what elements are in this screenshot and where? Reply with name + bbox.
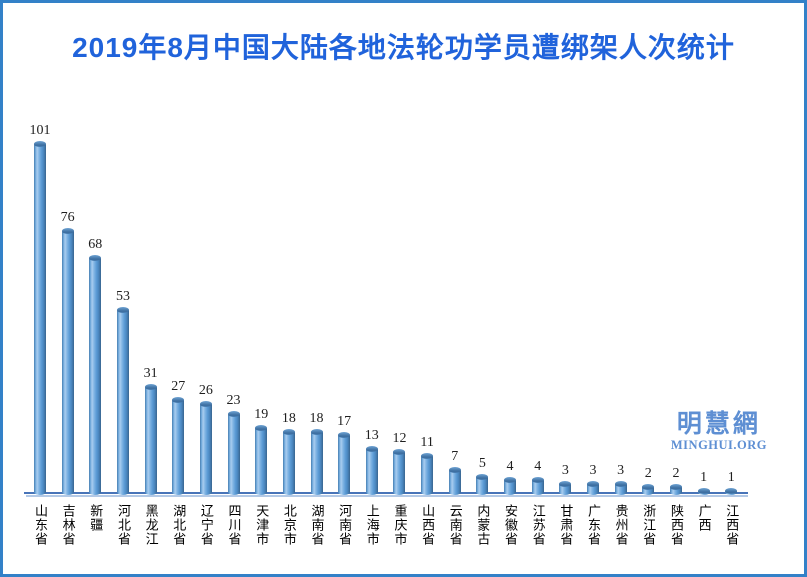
category-label-山东省: 山东省 xyxy=(33,504,48,546)
bar-内蒙古 xyxy=(476,474,489,495)
value-label: 76 xyxy=(60,210,75,225)
category-label-陕西省: 陕西省 xyxy=(668,504,684,546)
value-label: 5 xyxy=(478,456,486,471)
category-label-河南省: 河南省 xyxy=(337,504,353,546)
value-label: 101 xyxy=(29,123,51,138)
bar-广西 xyxy=(697,488,710,495)
bar-陕西省 xyxy=(669,484,682,495)
value-label: 3 xyxy=(617,463,625,478)
minghui-watermark: 明慧網 MINGHUI.ORG xyxy=(671,410,767,452)
bar-吉林省 xyxy=(61,228,74,495)
bar-贵州省 xyxy=(614,481,627,495)
category-label-四川省: 四川省 xyxy=(226,504,242,546)
category-label-广西: 广西 xyxy=(696,504,712,532)
bar-山西省 xyxy=(421,453,434,495)
value-label: 11 xyxy=(420,435,434,450)
value-label: 4 xyxy=(506,459,514,474)
bar-河北省 xyxy=(116,307,129,495)
value-label: 18 xyxy=(281,411,296,426)
bar-山东省 xyxy=(34,141,46,495)
category-label-浙江省: 浙江省 xyxy=(641,504,657,546)
category-label-湖南省: 湖南省 xyxy=(309,504,325,546)
value-label: 53 xyxy=(115,289,130,304)
bar-北京市 xyxy=(282,429,295,495)
bar-湖南省 xyxy=(310,429,323,495)
chart-title: 2019年8月中国大陆各地法轮功学员遭绑架人次统计 xyxy=(72,32,735,63)
category-label-山西省: 山西省 xyxy=(420,504,436,546)
bar-辽宁省 xyxy=(199,401,212,495)
value-label: 23 xyxy=(226,393,241,408)
bar-天津市 xyxy=(255,425,268,495)
category-label-北京市: 北京市 xyxy=(281,504,297,546)
category-label-广东省: 广东省 xyxy=(586,504,601,546)
value-label: 12 xyxy=(392,431,407,446)
category-label-内蒙古: 内蒙古 xyxy=(475,504,491,546)
value-label: 27 xyxy=(171,379,186,394)
value-label: 4 xyxy=(534,459,542,474)
bar-河南省 xyxy=(338,432,351,495)
value-label: 26 xyxy=(198,383,213,398)
value-label: 1 xyxy=(700,470,708,485)
category-label-天津市: 天津市 xyxy=(254,504,270,546)
value-label: 68 xyxy=(88,237,103,252)
value-label: 3 xyxy=(561,463,569,478)
x-axis-line xyxy=(24,492,748,494)
value-label: 19 xyxy=(254,407,269,422)
value-label: 7 xyxy=(451,449,459,464)
value-label: 13 xyxy=(364,428,379,443)
bar-新疆 xyxy=(89,255,102,495)
category-label-河北省: 河北省 xyxy=(115,504,131,546)
bar-浙江省 xyxy=(642,484,655,495)
category-label-辽宁省: 辽宁省 xyxy=(198,504,214,546)
bar-江苏省 xyxy=(531,477,544,495)
bar-湖北省 xyxy=(172,397,185,495)
value-label: 17 xyxy=(337,414,352,429)
category-label-重庆市: 重庆市 xyxy=(392,504,408,546)
category-label-云南省: 云南省 xyxy=(447,504,463,546)
bar-安徽省 xyxy=(504,477,517,495)
watermark-cjk-text: 明慧網 xyxy=(676,410,761,438)
category-label-吉林省: 吉林省 xyxy=(60,504,76,546)
category-label-上海市: 上海市 xyxy=(364,504,380,546)
category-label-贵州省: 贵州省 xyxy=(613,504,629,546)
bar-重庆市 xyxy=(393,449,406,495)
bar-甘肃省 xyxy=(559,481,572,495)
category-label-湖北省: 湖北省 xyxy=(171,504,187,546)
value-label: 2 xyxy=(672,466,680,481)
x-axis-line-shadow xyxy=(26,495,748,497)
value-label: 18 xyxy=(309,411,324,426)
category-label-黑龙江: 黑龙江 xyxy=(143,504,159,546)
bar-云南省 xyxy=(448,467,461,495)
category-label-新疆: 新疆 xyxy=(88,504,104,532)
value-label: 2 xyxy=(644,466,652,481)
category-label-江苏省: 江苏省 xyxy=(530,504,546,546)
bar-广东省 xyxy=(587,481,599,495)
value-label: 31 xyxy=(143,366,158,381)
category-label-安徽省: 安徽省 xyxy=(503,504,519,546)
category-label-甘肃省: 甘肃省 xyxy=(558,504,574,546)
bar-四川省 xyxy=(227,411,240,495)
bar-江西省 xyxy=(725,488,738,495)
value-label: 1 xyxy=(727,470,735,485)
bar-黑龙江 xyxy=(144,384,157,495)
value-label: 3 xyxy=(589,463,597,478)
bar-上海市 xyxy=(365,446,378,495)
category-label-江西省: 江西省 xyxy=(724,504,740,546)
watermark-latin-text: MINGHUI.ORG xyxy=(670,438,767,452)
